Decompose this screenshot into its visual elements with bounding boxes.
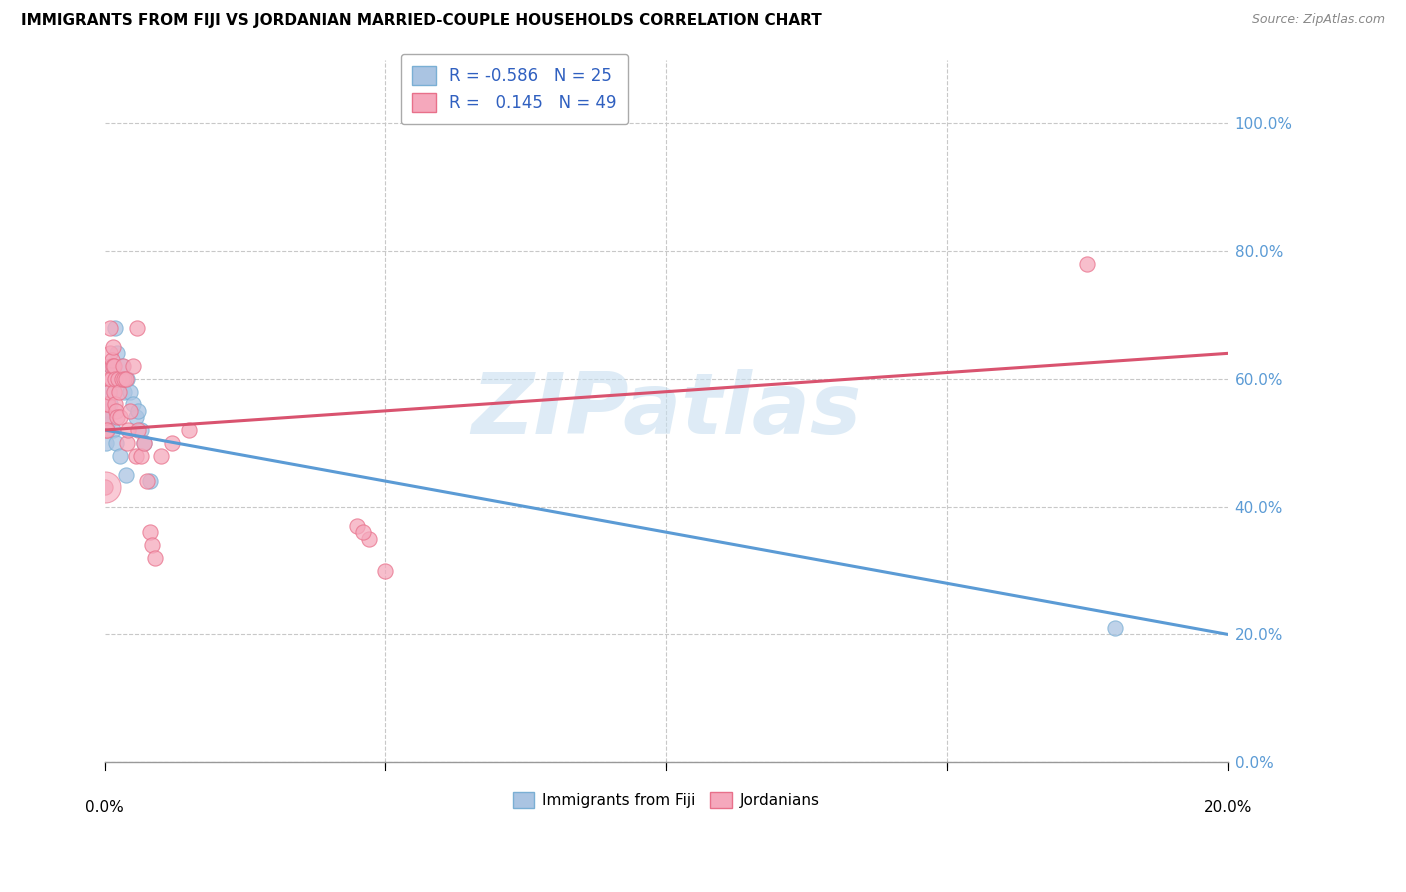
Point: [107, 372, 129, 386]
Point: [117, 423, 139, 437]
Point: [118, 384, 141, 399]
Point: [94, 435, 117, 450]
Point: [132, 435, 155, 450]
Point: [100, 372, 122, 386]
Point: [112, 384, 135, 399]
Point: [127, 321, 149, 335]
Point: [160, 435, 183, 450]
Point: [149, 449, 172, 463]
Point: [110, 449, 132, 463]
Point: [101, 340, 124, 354]
Text: IMMIGRANTS FROM FIJI VS JORDANIAN MARRIED-COUPLE HOUSEHOLDS CORRELATION CHART: IMMIGRANTS FROM FIJI VS JORDANIAN MARRIE…: [21, 13, 823, 29]
Point: [103, 359, 125, 373]
Point: [104, 404, 127, 418]
Point: [118, 404, 141, 418]
Point: [104, 435, 127, 450]
Point: [101, 352, 124, 367]
Point: [127, 404, 149, 418]
Point: [124, 449, 146, 463]
Point: [141, 538, 163, 552]
Point: [97, 397, 120, 411]
Point: [96, 423, 118, 437]
Point: [1076, 257, 1098, 271]
Point: [98, 384, 121, 399]
Point: [108, 384, 131, 399]
Point: [115, 467, 138, 482]
Point: [100, 359, 122, 373]
Point: [110, 372, 132, 386]
Point: [110, 359, 132, 373]
Point: [96, 410, 118, 425]
Point: [115, 372, 138, 386]
Point: [177, 423, 200, 437]
Point: [94, 423, 117, 437]
Point: [98, 346, 121, 360]
Point: [121, 359, 143, 373]
Point: [112, 372, 135, 386]
Point: [96, 410, 118, 425]
Text: Source: ZipAtlas.com: Source: ZipAtlas.com: [1251, 13, 1385, 27]
Point: [98, 384, 121, 399]
Legend: Immigrants from Fiji, Jordanians: Immigrants from Fiji, Jordanians: [506, 786, 825, 814]
Point: [138, 474, 160, 488]
Point: [101, 359, 124, 373]
Text: 0.0%: 0.0%: [86, 800, 124, 815]
Point: [115, 435, 138, 450]
Point: [111, 359, 134, 373]
Point: [143, 550, 166, 565]
Point: [94, 481, 117, 495]
Point: [104, 397, 127, 411]
Point: [97, 404, 120, 418]
Point: [101, 423, 124, 437]
Point: [135, 474, 157, 488]
Point: [103, 384, 125, 399]
Point: [129, 423, 152, 437]
Text: 20.0%: 20.0%: [1204, 800, 1251, 815]
Point: [98, 397, 121, 411]
Point: [132, 435, 155, 450]
Point: [352, 525, 374, 540]
Point: [357, 532, 380, 546]
Text: ZIPatlas: ZIPatlas: [471, 369, 862, 452]
Point: [105, 346, 128, 360]
Point: [124, 410, 146, 425]
Point: [105, 410, 128, 425]
Point: [129, 449, 152, 463]
Point: [115, 372, 138, 386]
Point: [374, 564, 396, 578]
Point: [1104, 621, 1126, 635]
Point: [138, 525, 160, 540]
Point: [121, 397, 143, 411]
Point: [107, 372, 129, 386]
Point: [104, 321, 127, 335]
Point: [104, 372, 127, 386]
Point: [346, 518, 368, 533]
Point: [98, 321, 121, 335]
Point: [127, 423, 149, 437]
Point: [97, 372, 120, 386]
Point: [96, 417, 118, 431]
Point: [96, 397, 118, 411]
Point: [94, 481, 117, 495]
Point: [110, 410, 132, 425]
Point: [100, 359, 122, 373]
